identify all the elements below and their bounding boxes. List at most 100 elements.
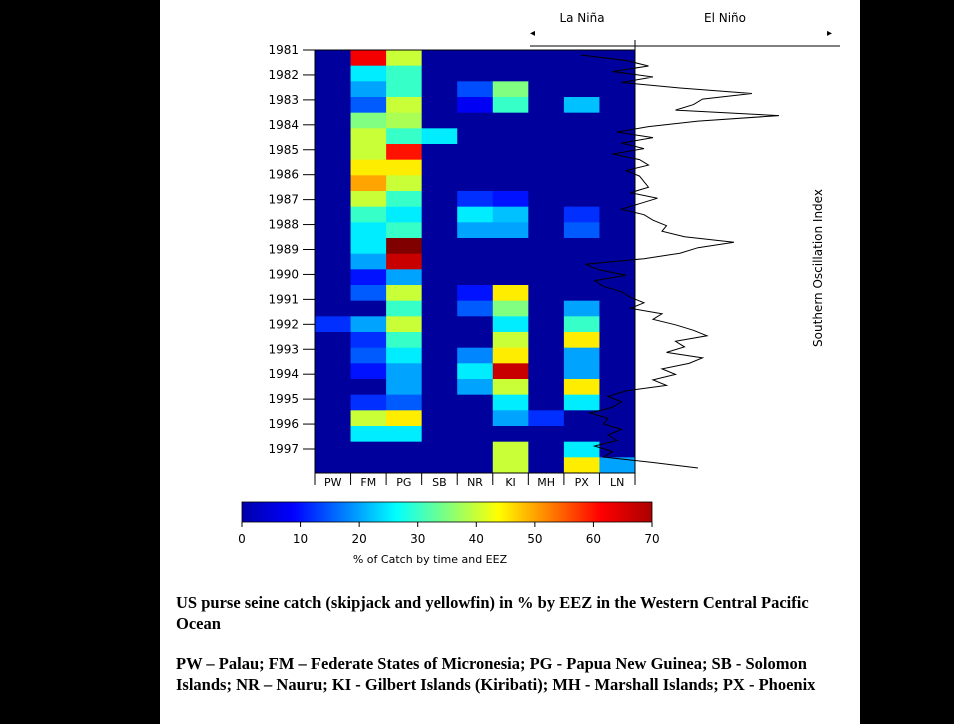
heatmap-cells bbox=[314, 49, 636, 474]
heatmap-cell bbox=[528, 222, 565, 239]
year-label: 1981 bbox=[268, 43, 299, 57]
heatmap-cell bbox=[563, 253, 600, 270]
heatmap-cell bbox=[350, 65, 387, 82]
heatmap-cell bbox=[492, 128, 529, 145]
heatmap-cell bbox=[386, 379, 423, 396]
heatmap-cell bbox=[563, 394, 600, 411]
eez-axis: PW FM PG SB NR KI MH PX LN bbox=[314, 473, 636, 489]
heatmap-cell bbox=[315, 316, 351, 333]
year-label: 1993 bbox=[268, 342, 299, 356]
colorbar-tick-label: 20 bbox=[352, 532, 367, 546]
heatmap-cell bbox=[563, 379, 600, 396]
heatmap-cell bbox=[386, 238, 423, 255]
heatmap-cell bbox=[528, 316, 565, 333]
heatmap-cell bbox=[492, 159, 529, 176]
heatmap-cell bbox=[350, 159, 387, 176]
heatmap-cell bbox=[386, 457, 423, 474]
heatmap-cell bbox=[457, 426, 494, 443]
heatmap-cell bbox=[421, 159, 458, 176]
heatmap-cell bbox=[315, 426, 351, 443]
colorbar-tick-label: 30 bbox=[410, 532, 425, 546]
heatmap-cell bbox=[315, 159, 351, 176]
soi-el-nino-label: El Niño bbox=[704, 11, 746, 25]
heatmap-cell bbox=[386, 128, 423, 145]
eez-label: PX bbox=[575, 476, 590, 489]
heatmap-cell bbox=[457, 238, 494, 255]
heatmap-cell bbox=[457, 253, 494, 270]
heatmap-cell bbox=[492, 191, 529, 208]
heatmap-cell bbox=[350, 300, 387, 317]
heatmap-cell bbox=[386, 269, 423, 286]
heatmap-cell bbox=[528, 410, 565, 427]
heatmap-cell bbox=[421, 394, 458, 411]
heatmap-cell bbox=[421, 253, 458, 270]
colorbar: 0 10 20 30 40 50 60 70 % of Catch by time and E… bbox=[238, 501, 660, 566]
year-label: 1987 bbox=[268, 193, 299, 207]
heatmap-cell bbox=[492, 457, 529, 474]
year-label: 1995 bbox=[268, 392, 299, 406]
heatmap-cell bbox=[599, 144, 636, 161]
heatmap-cell bbox=[492, 65, 529, 82]
heatmap-cell bbox=[350, 191, 387, 208]
heatmap-cell bbox=[457, 347, 494, 364]
heatmap-cell bbox=[386, 441, 423, 458]
heatmap-cell bbox=[457, 285, 494, 302]
slide: 1981 1982 1983 1984 1985 1986 1987 1988 1989 1990… bbox=[160, 0, 860, 724]
heatmap-cell bbox=[528, 191, 565, 208]
heatmap-cell bbox=[386, 410, 423, 427]
heatmap-cell bbox=[315, 97, 351, 114]
heatmap-cell bbox=[528, 81, 565, 98]
year-label: 1994 bbox=[268, 367, 299, 381]
heatmap-cell bbox=[386, 394, 423, 411]
heatmap-cell bbox=[421, 238, 458, 255]
heatmap-cell bbox=[315, 394, 351, 411]
heatmap-cell bbox=[457, 191, 494, 208]
year-label: 1984 bbox=[268, 118, 299, 132]
heatmap-cell bbox=[421, 285, 458, 302]
heatmap-cell bbox=[350, 112, 387, 129]
heatmap-cell bbox=[563, 206, 600, 223]
heatmap-cell bbox=[386, 50, 423, 67]
heatmap-cell bbox=[599, 441, 636, 458]
heatmap-cell bbox=[421, 112, 458, 129]
colorbar-tick-label: 0 bbox=[238, 532, 246, 546]
heatmap-cell bbox=[528, 128, 565, 145]
heatmap-cell bbox=[599, 159, 636, 176]
heatmap-cell bbox=[492, 112, 529, 129]
heatmap-cell bbox=[350, 97, 387, 114]
heatmap-cell bbox=[315, 112, 351, 129]
year-label: 1996 bbox=[268, 417, 299, 431]
heatmap-cell bbox=[563, 410, 600, 427]
heatmap-cell bbox=[315, 300, 351, 317]
heatmap-cell bbox=[457, 269, 494, 286]
heatmap-cell bbox=[492, 410, 529, 427]
heatmap-cell bbox=[421, 97, 458, 114]
soi-arrow-right: ▸ bbox=[827, 28, 832, 39]
heatmap-cell bbox=[350, 175, 387, 192]
heatmap-cell bbox=[315, 363, 351, 380]
heatmap-cell bbox=[492, 50, 529, 67]
heatmap-cell bbox=[528, 238, 565, 255]
heatmap-cell bbox=[421, 191, 458, 208]
caption-legend: PW – Palau; FM – Federate States of Micr… bbox=[176, 654, 816, 694]
heatmap-cell bbox=[563, 457, 600, 474]
heatmap-cell bbox=[563, 238, 600, 255]
heatmap-cell bbox=[599, 81, 636, 98]
heatmap-cell bbox=[350, 441, 387, 458]
heatmap-cell bbox=[315, 347, 351, 364]
year-label: 1989 bbox=[268, 243, 299, 257]
heatmap-cell bbox=[421, 128, 458, 145]
colorbar-tick-label: 40 bbox=[469, 532, 484, 546]
soi-arrow-left: ◂ bbox=[530, 28, 535, 39]
heatmap-cell bbox=[563, 347, 600, 364]
heatmap-cell bbox=[421, 50, 458, 67]
heatmap-cell bbox=[386, 347, 423, 364]
heatmap-cell bbox=[528, 426, 565, 443]
heatmap-cell bbox=[457, 144, 494, 161]
heatmap-cell bbox=[492, 238, 529, 255]
heatmap-cell bbox=[315, 65, 351, 82]
heatmap-cell bbox=[421, 316, 458, 333]
colorbar-tick-label: 70 bbox=[644, 532, 659, 546]
heatmap-cell bbox=[350, 222, 387, 239]
heatmap-cell bbox=[563, 426, 600, 443]
